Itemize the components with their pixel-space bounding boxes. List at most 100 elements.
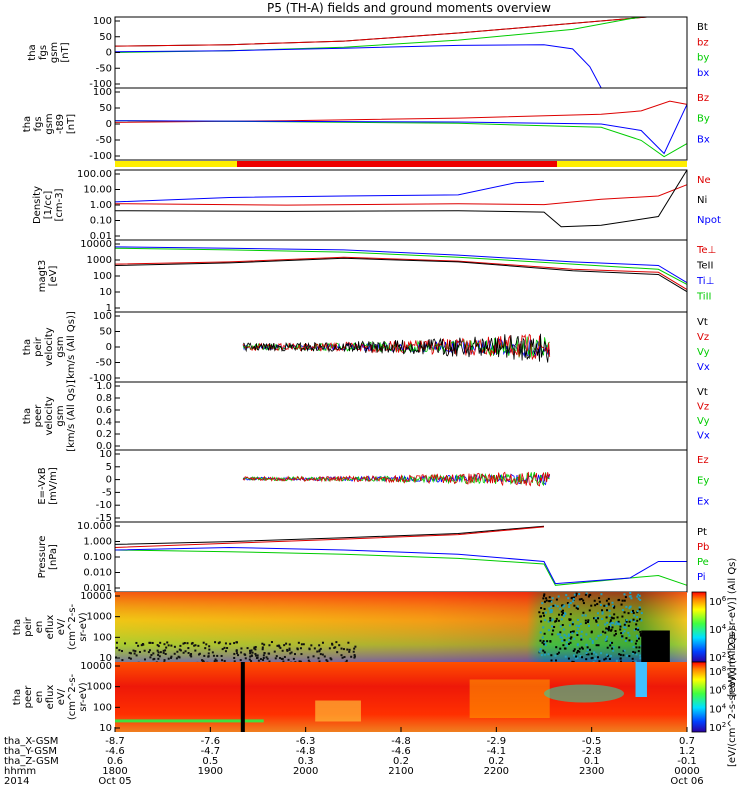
heatmap-pixel xyxy=(544,644,547,647)
heatmap-pixel xyxy=(142,643,145,646)
heatmap-pixel xyxy=(143,658,146,661)
heatmap-pixel xyxy=(559,647,562,650)
heatmap-pixel xyxy=(250,654,253,657)
y-tick-label: -100 xyxy=(89,151,112,162)
heatmap-pixel xyxy=(318,660,321,663)
heatmap-pixel xyxy=(328,647,331,650)
heatmap-pixel xyxy=(348,650,351,653)
heatmap-pixel xyxy=(554,620,557,623)
heatmap-pixel xyxy=(220,654,223,657)
heatmap-pixel xyxy=(563,614,566,617)
heatmap-pixel xyxy=(187,647,190,650)
heatmap-pixel xyxy=(628,655,631,658)
heatmap-pixel xyxy=(541,641,544,644)
heatmap-pixel xyxy=(548,600,551,603)
series-line-TiII xyxy=(114,247,688,285)
legend-label: Vy xyxy=(697,347,710,358)
heatmap-pixel xyxy=(568,638,571,641)
heatmap-pixel xyxy=(254,652,257,655)
heatmap-pixel xyxy=(147,651,150,654)
colorbar-label: [eV/(cm^2-s-sr-eV)] (All Qs) xyxy=(727,628,738,767)
heatmap-pixel xyxy=(543,643,546,646)
x-tick-label: -7.6 xyxy=(201,736,221,747)
heatmap-pixel xyxy=(639,598,642,601)
y-tick-label: 10.000 xyxy=(77,521,112,532)
y-tick-label: 100 xyxy=(93,16,112,27)
heatmap-pixel xyxy=(609,619,612,622)
legend-label: Vt xyxy=(697,387,708,398)
heatmap-pixel xyxy=(292,657,295,660)
heatmap-pixel xyxy=(606,646,609,649)
heatmap-pixel xyxy=(551,597,554,600)
heatmap-pixel xyxy=(611,647,614,650)
heatmap-pixel xyxy=(223,660,226,663)
heatmap-pixel xyxy=(628,620,631,623)
y-tick-label: 0 xyxy=(106,475,112,486)
colorbar-tick-label: 106 xyxy=(709,684,727,697)
heatmap-pixel xyxy=(572,630,575,633)
y-tick-label: 100 xyxy=(93,271,112,282)
x-tick-label: -6.3 xyxy=(296,736,316,747)
heatmap-pixel xyxy=(550,600,553,603)
heatmap-pixel xyxy=(124,642,127,645)
heatmap-pixel xyxy=(635,639,638,642)
heatmap-pixel xyxy=(274,657,277,660)
x-tick-label: 0.5 xyxy=(202,756,218,767)
heatmap-pixel xyxy=(605,604,608,607)
y-axis-label: [eV] xyxy=(48,266,59,287)
heatmap-pixel xyxy=(609,621,612,624)
heatmap-pixel xyxy=(233,656,236,659)
heatmap-pixel xyxy=(629,605,632,608)
heatmap-pixel xyxy=(573,604,576,607)
heatmap-pixel xyxy=(156,649,159,652)
heatmap-pixel xyxy=(604,631,607,634)
heatmap-pixel xyxy=(603,604,606,607)
heatmap-pixel xyxy=(288,648,291,651)
heatmap-pixel xyxy=(636,611,639,614)
heatmap-pixel xyxy=(555,646,558,649)
x-tick-label: -0.5 xyxy=(582,736,602,747)
heatmap-pixel xyxy=(638,594,641,597)
heatmap-pixel xyxy=(179,649,182,652)
heatmap-pixel xyxy=(170,656,173,659)
heatmap-pixel xyxy=(605,616,608,619)
heatmap-pixel xyxy=(248,658,251,661)
heatmap-pixel xyxy=(604,657,607,660)
heatmap-pixel xyxy=(637,637,640,640)
legend-label: Te⊥ xyxy=(696,245,716,256)
heatmap-pixel xyxy=(551,625,554,628)
heatmap-pixel xyxy=(542,594,545,597)
heatmap-pixel xyxy=(280,657,283,660)
y-axis-label: [km/s (All Qs)] xyxy=(66,380,77,452)
heatmap-pixel xyxy=(590,604,593,607)
x-tick-label: -4.1 xyxy=(487,746,507,757)
heatmap-pixel xyxy=(616,616,619,619)
heatmap-pixel xyxy=(542,597,545,600)
heatmap-pixel xyxy=(618,623,621,626)
colorbar-tick-label: 108 xyxy=(709,665,726,678)
y-tick-label: 1000 xyxy=(87,612,112,623)
heatmap-pixel xyxy=(559,636,562,639)
heatmap-pixel xyxy=(165,646,168,649)
heatmap-pixel xyxy=(562,612,565,615)
heatmap-pixel xyxy=(638,606,641,609)
heatmap-pixel xyxy=(346,648,349,651)
heatmap-pixel xyxy=(623,593,626,596)
y-axis-label: eflux xyxy=(45,685,56,710)
heatmap-pixel xyxy=(568,605,571,608)
heatmap-feature xyxy=(469,679,550,718)
heatmap-pixel xyxy=(606,621,609,624)
heatmap-pixel xyxy=(132,649,135,652)
heatmap-pixel xyxy=(567,597,570,600)
heatmap-pixel xyxy=(288,643,291,646)
legend-label: Ne xyxy=(697,175,711,186)
y-tick-label: 10000 xyxy=(80,239,112,250)
heatmap-pixel xyxy=(348,648,351,651)
panel-fgs: Bt bz by bx 100 50 0 -50 -100 tha fgs gsm [nT] xyxy=(27,16,709,90)
heatmap-pixel xyxy=(548,596,551,599)
heatmap-pixel xyxy=(625,654,628,657)
heatmap-pixel xyxy=(542,626,545,629)
heatmap-pixel xyxy=(597,624,600,627)
heatmap-pixel xyxy=(635,653,638,656)
heatmap-pixel xyxy=(263,652,266,655)
